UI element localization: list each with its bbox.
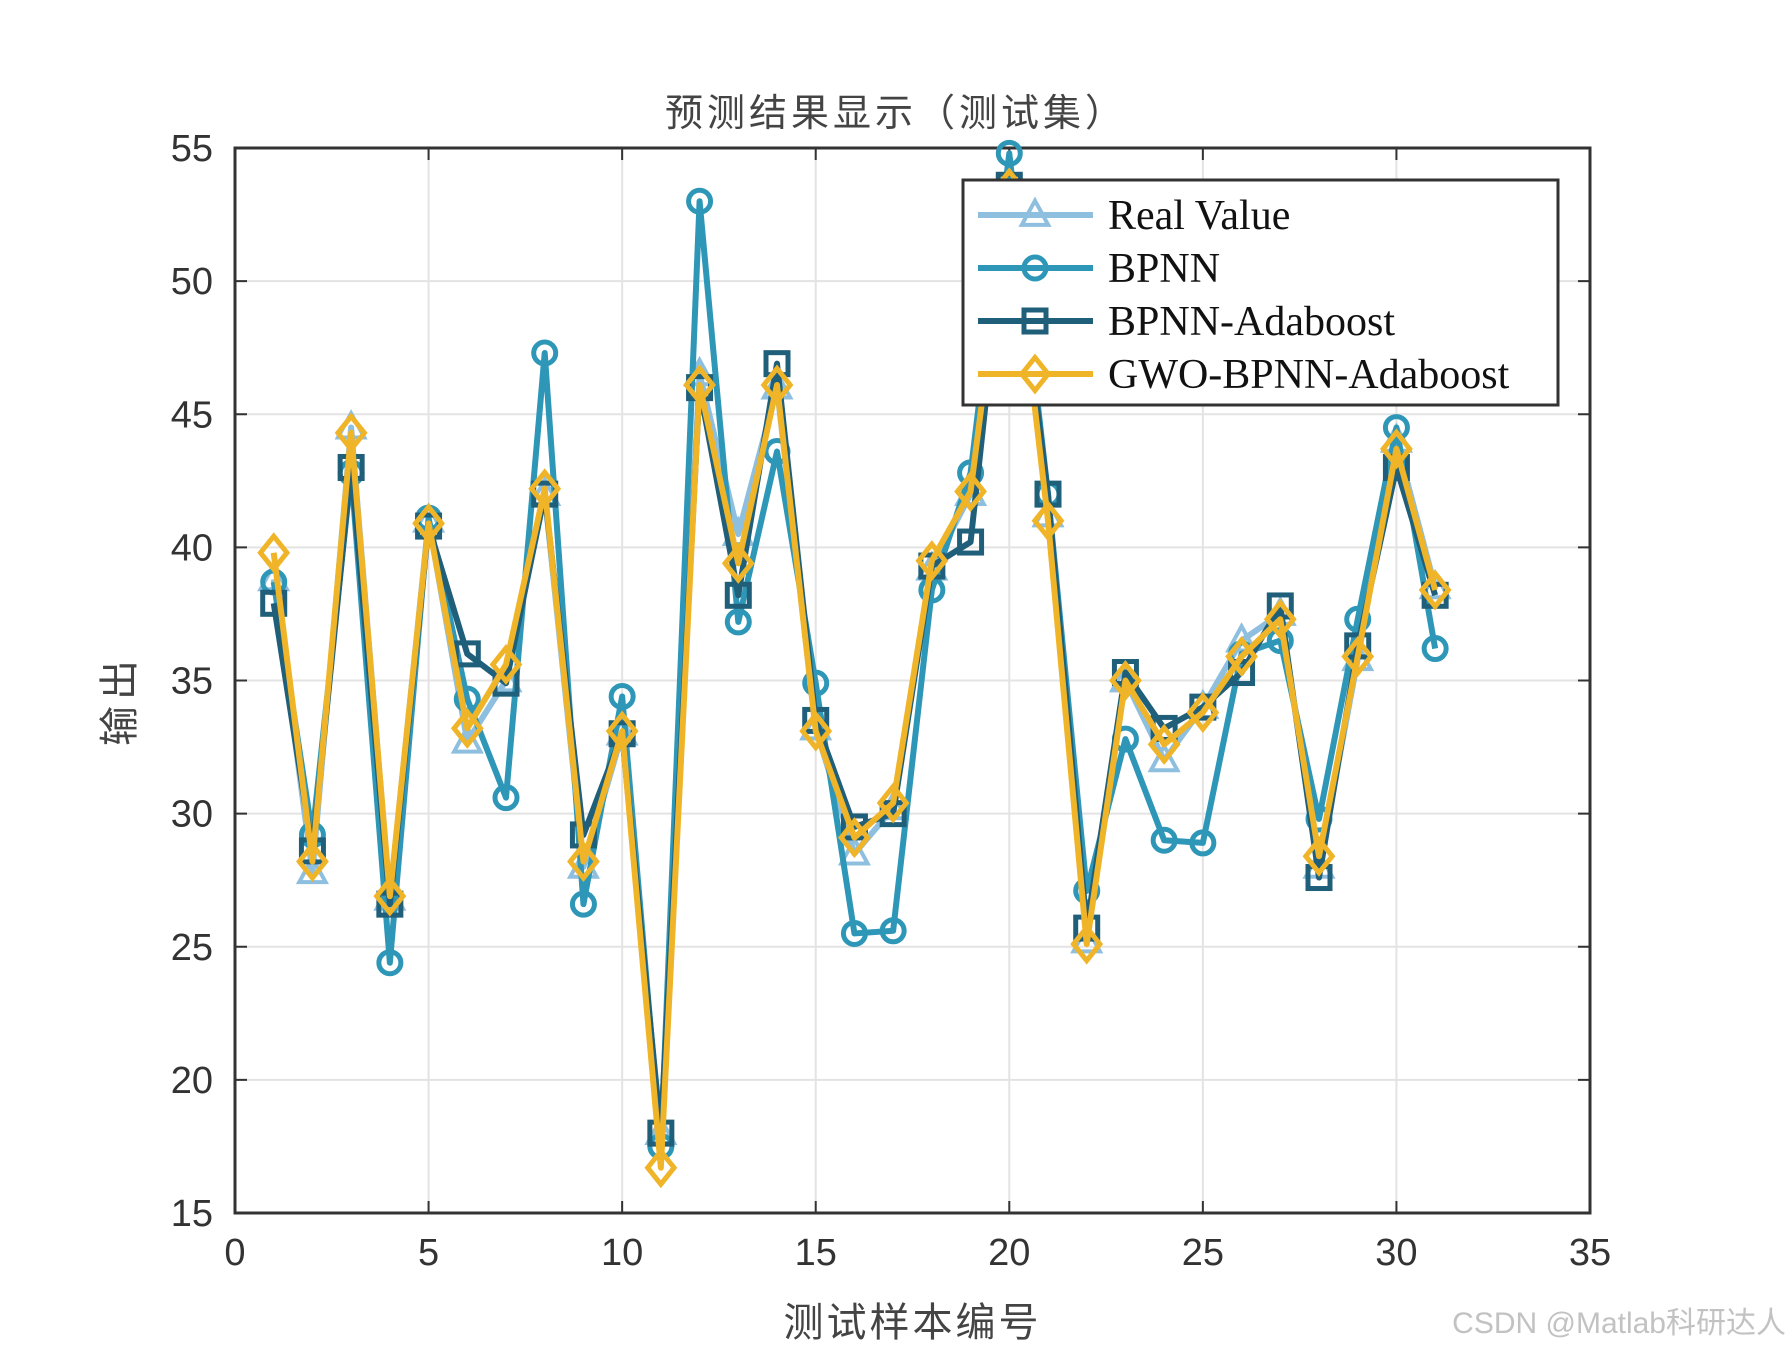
diamond-marker [1380, 428, 1413, 470]
y-tick-label: 50 [171, 261, 213, 303]
y-tick-label: 55 [171, 128, 213, 170]
x-tick-label: 5 [418, 1232, 439, 1274]
diamond-marker [954, 470, 987, 512]
square-marker [1305, 864, 1333, 892]
diamond-marker [876, 782, 910, 824]
diamond-marker [1147, 723, 1181, 765]
diamond-marker [1186, 691, 1220, 733]
y-axis-label: 输出 [97, 654, 143, 746]
legend-item: Real Value [978, 193, 1290, 239]
triangle-marker [1018, 196, 1052, 227]
circle-marker [492, 784, 520, 812]
diamond-marker [1341, 636, 1375, 678]
axes: 0 5 10 15 20 25 30 35 15 20 25 30 35 40 45 50 55 [171, 128, 1611, 1274]
diamond-marker [412, 502, 445, 544]
diamond-marker [567, 841, 600, 883]
x-tick-label: 20 [988, 1232, 1030, 1274]
y-tick-label: 40 [171, 527, 213, 569]
circle-marker [1189, 829, 1217, 857]
watermark: CSDN @Matlab科研达人 [1452, 1307, 1786, 1340]
circle-marker [376, 949, 404, 977]
circle-marker [608, 682, 636, 710]
legend-label: GWO-BPNN-Adaboost [1108, 352, 1510, 398]
y-tick-label: 45 [171, 394, 213, 436]
x-tick-label: 30 [1375, 1232, 1417, 1274]
circle-marker [569, 890, 597, 918]
y-tick-label: 20 [171, 1060, 213, 1102]
diamond-marker [799, 710, 833, 752]
circle-marker [995, 139, 1023, 167]
diamond-marker [1018, 353, 1052, 395]
circle-marker [879, 917, 907, 945]
square-marker [260, 589, 288, 617]
square-marker [957, 528, 985, 556]
x-tick-label: 0 [224, 1232, 245, 1274]
circle-marker [1344, 605, 1372, 633]
diamond-marker [1302, 835, 1336, 877]
diamond-marker [915, 540, 949, 582]
x-tick-label: 25 [1182, 1232, 1224, 1274]
diamond-marker [296, 841, 329, 883]
square-marker [1021, 307, 1049, 335]
x-tick-label: 15 [795, 1232, 837, 1274]
circle-marker [1382, 414, 1410, 442]
circle-marker [531, 339, 559, 367]
diamond-marker [683, 364, 716, 406]
legend-label: Real Value [1108, 193, 1290, 239]
circle-marker [840, 919, 868, 947]
circle-marker [724, 608, 752, 636]
diamond-marker [528, 468, 562, 510]
legend: Real Value BPNN BPNN-Adaboost GWO-BPNN-Adab… [961, 178, 1560, 407]
square-marker [763, 350, 791, 378]
chart-title: 预测结果显示（测试集） [664, 91, 1127, 135]
x-tick-label: 35 [1569, 1232, 1611, 1274]
diamond-marker [605, 710, 639, 752]
legend-label: BPNN [1108, 246, 1220, 292]
diamond-marker [644, 1147, 678, 1189]
y-tick-label: 15 [171, 1193, 213, 1235]
square-marker [453, 640, 481, 668]
diamond-marker [1070, 923, 1104, 965]
triangle-marker [1147, 741, 1181, 773]
diamond-marker [1263, 598, 1297, 640]
data-series [257, 139, 1452, 1189]
diamond-marker [1225, 636, 1258, 678]
series-line [270, 184, 1439, 1171]
legend-item: BPNN-Adaboost [978, 299, 1395, 345]
y-tick-label: 35 [171, 661, 213, 703]
legend-item: GWO-BPNN-Adaboost [978, 352, 1510, 398]
diamond-marker [1418, 569, 1452, 611]
diamond-marker [373, 875, 407, 917]
diamond-marker [257, 532, 291, 574]
series-gwo-bpnn-adaboost [257, 167, 1452, 1189]
circle-marker [686, 187, 714, 215]
diamond-marker [838, 817, 871, 859]
legend-item: BPNN [978, 246, 1220, 292]
diamond-marker [334, 412, 368, 454]
triangle-marker [1225, 622, 1259, 653]
diamond-marker [760, 364, 794, 406]
y-tick-label: 30 [171, 794, 213, 836]
square-marker [724, 581, 752, 609]
y-tick-label: 25 [171, 927, 213, 969]
x-axis-label: 测试样本编号 [783, 1300, 1042, 1346]
legend-label: BPNN-Adaboost [1108, 299, 1395, 345]
circle-marker [1150, 826, 1178, 854]
triangle-marker [837, 835, 871, 866]
diamond-marker [721, 542, 755, 584]
x-tick-label: 10 [601, 1232, 643, 1274]
circle-marker [1421, 635, 1449, 663]
diamond-marker [489, 644, 523, 686]
diamond-marker [1109, 659, 1142, 702]
diamond-marker [1031, 500, 1065, 542]
circle-marker [1021, 254, 1049, 282]
diamond-marker [450, 707, 484, 749]
